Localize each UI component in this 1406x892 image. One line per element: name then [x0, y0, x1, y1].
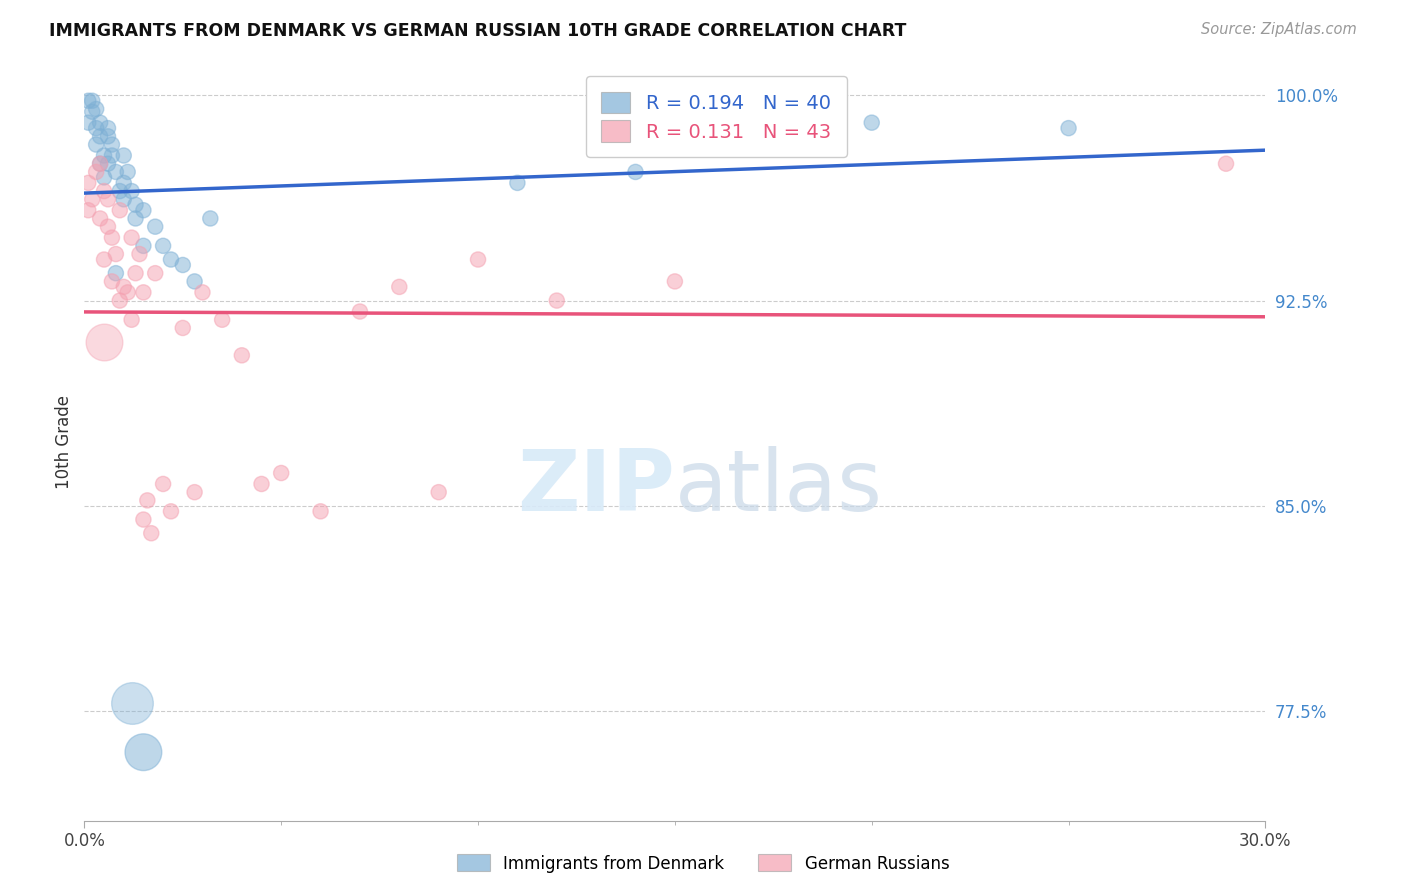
Point: [427, 485, 450, 500]
Point: [112, 192, 135, 206]
Point: [82, 94, 104, 108]
Point: [108, 203, 131, 218]
Point: [108, 293, 131, 308]
Point: [82, 104, 104, 119]
Point: [152, 239, 174, 253]
Text: IMMIGRANTS FROM DENMARK VS GERMAN RUSSIAN 10TH GRADE CORRELATION CHART: IMMIGRANTS FROM DENMARK VS GERMAN RUSSIA…: [49, 22, 907, 40]
Point: [624, 165, 647, 179]
Point: [183, 274, 205, 288]
Point: [97, 192, 120, 206]
Point: [270, 466, 292, 480]
Point: [143, 219, 166, 234]
Point: [132, 512, 155, 526]
Point: [97, 129, 120, 144]
Point: [349, 304, 371, 318]
Point: [89, 157, 111, 171]
Point: [124, 211, 146, 226]
Point: [93, 184, 115, 198]
Point: [128, 247, 150, 261]
Point: [77, 176, 100, 190]
Point: [121, 696, 143, 710]
Point: [160, 252, 183, 267]
Point: [97, 121, 120, 136]
Point: [101, 230, 124, 244]
Point: [101, 137, 124, 152]
Point: [112, 176, 135, 190]
Point: [506, 176, 529, 190]
Point: [112, 148, 135, 162]
Point: [101, 274, 124, 288]
Point: [77, 203, 100, 218]
Point: [143, 266, 166, 280]
Point: [160, 504, 183, 518]
Point: [309, 504, 332, 518]
Text: ZIP: ZIP: [517, 445, 675, 529]
Point: [860, 116, 883, 130]
Point: [132, 745, 155, 759]
Point: [104, 247, 127, 261]
Point: [121, 312, 143, 326]
Point: [1057, 121, 1080, 136]
Point: [117, 165, 139, 179]
Point: [77, 116, 100, 130]
Point: [89, 129, 111, 144]
Point: [231, 348, 253, 362]
Point: [101, 148, 124, 162]
Point: [183, 485, 205, 500]
Point: [121, 230, 143, 244]
Point: [664, 274, 686, 288]
Point: [121, 184, 143, 198]
Point: [132, 239, 155, 253]
Point: [172, 321, 194, 335]
Point: [93, 334, 115, 349]
Point: [117, 285, 139, 300]
Point: [84, 165, 107, 179]
Point: [546, 293, 568, 308]
Point: [200, 211, 222, 226]
Text: Source: ZipAtlas.com: Source: ZipAtlas.com: [1201, 22, 1357, 37]
Text: atlas: atlas: [675, 445, 883, 529]
Point: [172, 258, 194, 272]
Point: [1215, 157, 1237, 171]
Point: [84, 102, 107, 116]
Point: [89, 157, 111, 171]
Legend: Immigrants from Denmark, German Russians: Immigrants from Denmark, German Russians: [450, 847, 956, 880]
Point: [132, 285, 155, 300]
Point: [93, 148, 115, 162]
Point: [93, 252, 115, 267]
Point: [93, 170, 115, 185]
Point: [97, 157, 120, 171]
Point: [132, 203, 155, 218]
Point: [77, 94, 100, 108]
Point: [89, 116, 111, 130]
Point: [250, 477, 273, 491]
Point: [136, 493, 159, 508]
Point: [124, 198, 146, 212]
Point: [112, 280, 135, 294]
Point: [82, 192, 104, 206]
Point: [191, 285, 214, 300]
Point: [141, 526, 163, 541]
Point: [108, 184, 131, 198]
Point: [104, 266, 127, 280]
Point: [89, 211, 111, 226]
Y-axis label: 10th Grade: 10th Grade: [55, 394, 73, 489]
Point: [211, 312, 233, 326]
Point: [388, 280, 411, 294]
Point: [152, 477, 174, 491]
Legend: R = 0.194   N = 40, R = 0.131   N = 43: R = 0.194 N = 40, R = 0.131 N = 43: [586, 76, 846, 157]
Point: [104, 165, 127, 179]
Point: [467, 252, 489, 267]
Point: [84, 137, 107, 152]
Point: [124, 266, 146, 280]
Point: [97, 219, 120, 234]
Point: [84, 121, 107, 136]
